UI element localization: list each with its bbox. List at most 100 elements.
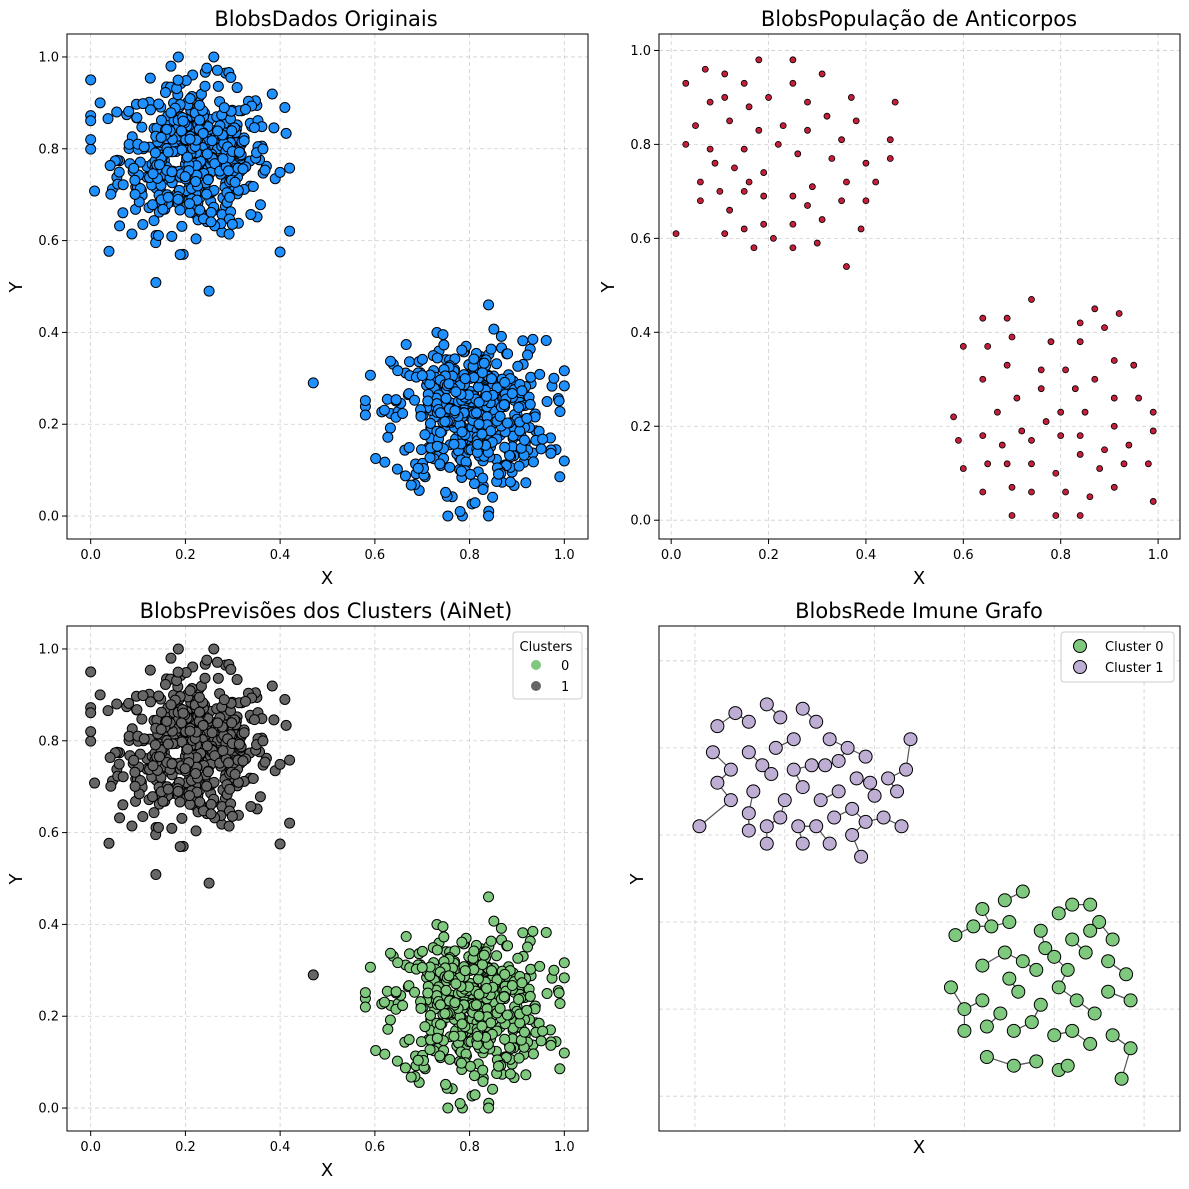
antibody-point <box>1037 366 1045 374</box>
predicted-point <box>498 991 510 1003</box>
data-point <box>266 88 278 100</box>
predicted-point <box>469 1089 481 1101</box>
data-point <box>179 171 191 183</box>
antibody-point <box>843 263 850 270</box>
antibody-point <box>682 79 690 87</box>
predicted-point <box>205 808 217 820</box>
cluster-1-node <box>858 814 873 829</box>
predicted-point <box>527 1048 539 1060</box>
predicted-point <box>307 969 319 981</box>
data-point <box>409 394 421 406</box>
data-point <box>206 135 218 147</box>
predicted-point <box>144 664 156 676</box>
predicted-point <box>516 977 528 989</box>
data-point <box>424 452 436 464</box>
predicted-point <box>520 1069 532 1081</box>
predicted-point <box>504 1068 516 1080</box>
predicted-point <box>202 766 214 778</box>
data-point <box>491 358 503 370</box>
data-point <box>136 121 148 133</box>
antibody-point <box>1028 296 1035 303</box>
predicted-point <box>237 755 249 767</box>
predicted-point <box>416 945 428 957</box>
data-point <box>104 160 116 172</box>
predicted-point <box>499 968 511 980</box>
predicted-point <box>456 936 468 948</box>
data-point <box>89 185 101 197</box>
data-point <box>157 203 169 215</box>
data-point <box>431 440 443 452</box>
data-point <box>212 125 224 137</box>
data-point <box>481 390 493 402</box>
predicted-point <box>126 820 138 832</box>
cluster-0-node <box>1123 1041 1138 1056</box>
data-point <box>476 428 488 440</box>
data-point <box>469 497 481 509</box>
antibody-point <box>979 488 987 496</box>
antibody-point <box>706 98 714 106</box>
y-tick-label: 0.6 <box>38 826 59 841</box>
antibody-point <box>862 159 870 167</box>
antibody-point <box>1071 385 1079 393</box>
data-point <box>103 245 115 257</box>
data-point <box>238 135 250 147</box>
predicted-point <box>157 795 169 807</box>
cluster-1-node <box>858 749 873 764</box>
predicted-point <box>114 812 126 824</box>
antibody-point <box>979 314 987 322</box>
data-point <box>545 447 557 459</box>
data-point <box>247 181 259 193</box>
predicted-point <box>455 1057 467 1069</box>
x-tick-label: 0.2 <box>758 548 779 563</box>
antibody-point <box>716 187 724 195</box>
cluster-1-node <box>840 740 855 755</box>
cluster-0-node <box>1069 993 1084 1008</box>
data-point <box>520 477 532 489</box>
predicted-point <box>495 922 507 934</box>
cluster-1-node <box>881 771 896 786</box>
data-point <box>443 378 455 390</box>
predicted-point <box>419 1021 431 1033</box>
data-point <box>390 394 402 406</box>
predicted-point <box>147 760 159 772</box>
data-point <box>254 199 266 211</box>
data-point <box>522 349 534 361</box>
antibody-point <box>789 192 797 200</box>
cluster-0-node <box>1006 1023 1021 1038</box>
cluster-1-node <box>876 810 891 825</box>
antibody-point <box>721 94 729 101</box>
y-tick-label: 0.2 <box>38 1010 59 1025</box>
cluster-0-node <box>1060 962 1075 977</box>
data-point <box>472 381 484 393</box>
data-point <box>223 165 235 177</box>
data-point <box>165 60 177 72</box>
data-point <box>218 102 230 114</box>
predicted-point <box>176 812 188 824</box>
antibody-point <box>959 465 967 472</box>
predicted-point <box>184 790 196 802</box>
cluster-0-node <box>948 928 963 943</box>
predicted-point <box>379 996 391 1008</box>
data-point <box>506 388 518 400</box>
cluster-0-node <box>957 1002 972 1017</box>
data-point <box>455 465 467 477</box>
x-tick-label: 0.6 <box>953 548 974 563</box>
panel-3-ylabel: Y <box>6 873 27 886</box>
predicted-point <box>184 725 196 737</box>
predicted-point <box>400 931 412 943</box>
predicted-point <box>359 987 371 999</box>
cluster-0-node <box>993 1006 1008 1021</box>
predicted-point <box>201 780 213 792</box>
cluster-0-node <box>1047 949 1062 964</box>
predicted-point <box>194 706 206 718</box>
predicted-point <box>209 750 221 762</box>
antibody-point <box>682 140 690 148</box>
predicted-point <box>424 1044 436 1056</box>
predicted-point <box>468 945 480 957</box>
antibody-point <box>979 432 987 440</box>
data-point <box>558 365 570 377</box>
data-point <box>166 166 178 178</box>
antibody-point <box>755 126 763 134</box>
panel-3-legend: Clusters 0 1 <box>512 631 583 700</box>
